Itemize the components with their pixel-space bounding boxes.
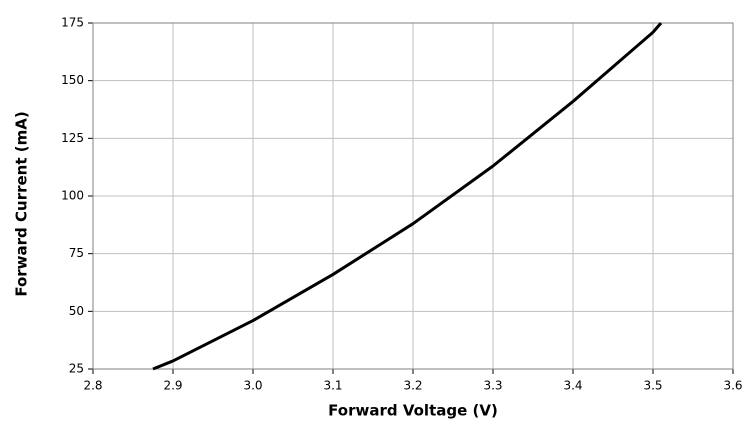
x-tick-label: 3.6 (723, 379, 742, 393)
x-tick-label: 3.3 (483, 379, 502, 393)
x-tick-label: 3.5 (643, 379, 662, 393)
y-tick-label: 125 (61, 131, 84, 145)
x-tick-label: 2.9 (163, 379, 182, 393)
x-tick-label: 2.8 (83, 379, 102, 393)
data-line (152, 22, 663, 371)
y-tick-label: 75 (69, 246, 84, 260)
x-tick-label: 3.1 (323, 379, 342, 393)
x-tick-label: 3.0 (243, 379, 262, 393)
x-tick-label: 3.2 (403, 379, 422, 393)
y-tick-label: 100 (61, 189, 84, 203)
y-tick-label: 150 (61, 73, 84, 87)
plot-frame (92, 22, 734, 370)
y-tick-label: 175 (61, 16, 84, 30)
y-axis-title: Forward Current (mA) (13, 111, 31, 296)
y-tick-label: 25 (69, 362, 84, 376)
y-tick-label: 50 (69, 304, 84, 318)
x-axis-title: Forward Voltage (V) (328, 402, 498, 420)
x-tick-label: 3.4 (563, 379, 582, 393)
